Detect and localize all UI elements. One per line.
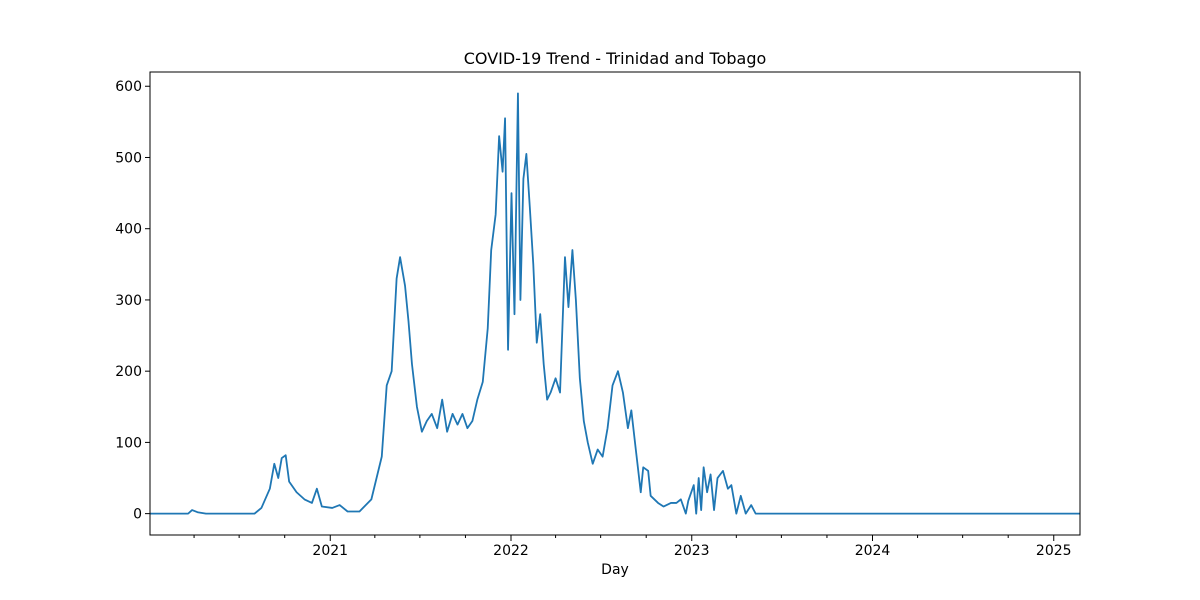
series-line-0 bbox=[150, 92, 1080, 515]
y-tick-label: 500 bbox=[115, 150, 142, 166]
x-tick-label: 2024 bbox=[855, 543, 891, 559]
x-axis-label: Day bbox=[601, 562, 629, 578]
axes: 0 100 200 300 400 500 600 2021 2022 2023 2024 2025 bbox=[115, 71, 1081, 559]
x-tick-label: 2023 bbox=[674, 543, 710, 559]
y-tick-label: 200 bbox=[115, 364, 142, 380]
y-tick-label: 300 bbox=[115, 293, 142, 309]
axes-frame bbox=[149, 71, 1081, 536]
chart-title: COVID-19 Trend - Trinidad and Tobago bbox=[464, 49, 767, 68]
x-tick-label: 2021 bbox=[312, 543, 348, 559]
x-tick-label: 2025 bbox=[1036, 543, 1072, 559]
y-tick-label: 600 bbox=[115, 79, 142, 95]
x-tick-label: 2022 bbox=[493, 543, 529, 559]
plot-area bbox=[150, 92, 1080, 515]
y-tick-label: 0 bbox=[133, 507, 142, 523]
y-tick-label: 400 bbox=[115, 222, 142, 238]
y-tick-label: 100 bbox=[115, 435, 142, 451]
